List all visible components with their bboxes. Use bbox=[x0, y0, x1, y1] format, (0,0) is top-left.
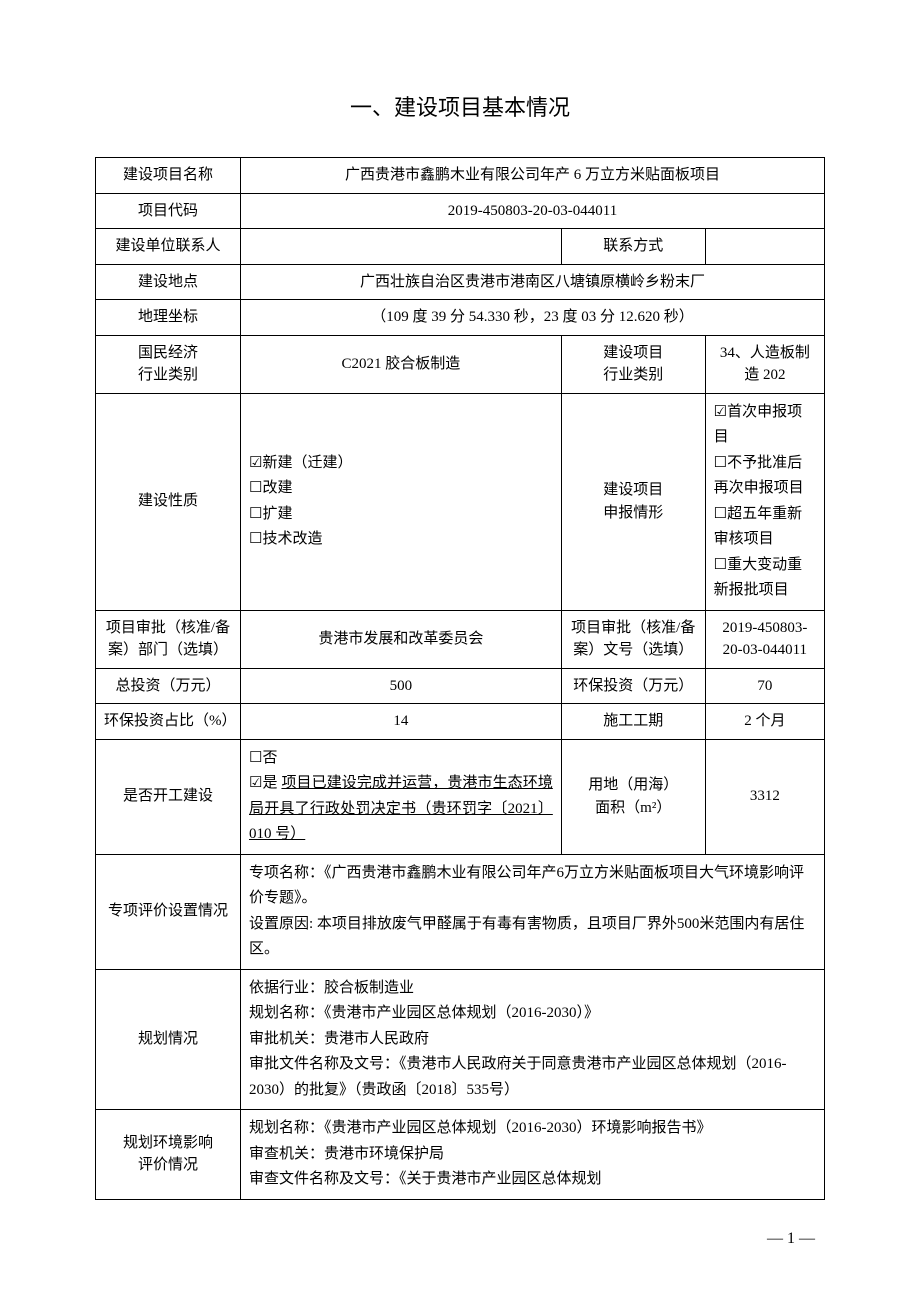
coords-value: （109 度 39 分 54.330 秒，23 度 03 分 12.620 秒） bbox=[241, 300, 825, 336]
plan-value: 依据行业：胶合板制造业 规划名称：《贵港市产业园区总体规划（2016-2030）… bbox=[241, 969, 825, 1110]
table-row: 建设项目名称 广西贵港市鑫鹏木业有限公司年产 6 万立方米贴面板项目 bbox=[96, 158, 825, 194]
started-label: 是否开工建设 bbox=[96, 739, 241, 854]
table-row: 地理坐标 （109 度 39 分 54.330 秒，23 度 03 分 12.6… bbox=[96, 300, 825, 336]
plan-env-value: 规划名称：《贵港市产业园区总体规划（2016-2030）环境影响报告书》 审查机… bbox=[241, 1110, 825, 1200]
econ-industry-value: C2021 胶合板制造 bbox=[241, 335, 562, 393]
checkbox-option: ☐扩建 bbox=[249, 502, 553, 528]
checkbox-option: ☐改建 bbox=[249, 476, 553, 502]
declare-label: 建设项目 申报情形 bbox=[561, 393, 705, 610]
table-row: 专项评价设置情况 专项名称：《广西贵港市鑫鹏木业有限公司年产6万立方米贴面板项目… bbox=[96, 854, 825, 969]
table-row: 项目审批（核准/备案）部门（选填） 贵港市发展和改革委员会 项目审批（核准/备案… bbox=[96, 610, 825, 668]
duration-value: 2 个月 bbox=[705, 704, 824, 740]
location-label: 建设地点 bbox=[96, 264, 241, 300]
contact-method-value bbox=[705, 229, 824, 265]
table-row: 国民经济 行业类别 C2021 胶合板制造 建设项目 行业类别 34、人造板制造… bbox=[96, 335, 825, 393]
checkbox-option: ☑首次申报项目 bbox=[714, 400, 816, 451]
special-value: 专项名称：《广西贵港市鑫鹏木业有限公司年产6万立方米贴面板项目大气环境影响评价专… bbox=[241, 854, 825, 969]
declare-checklist: ☑首次申报项目 ☐不予批准后再次申报项目 ☐超五年重新审核项目 ☐重大变动重新报… bbox=[705, 393, 824, 610]
checkbox-option: ☑新建（迁建） bbox=[249, 451, 553, 477]
total-invest-value: 500 bbox=[241, 668, 562, 704]
env-invest-label: 环保投资（万元） bbox=[561, 668, 705, 704]
table-row: 规划情况 依据行业：胶合板制造业 规划名称：《贵港市产业园区总体规划（2016-… bbox=[96, 969, 825, 1110]
build-nature-checklist: ☑新建（迁建） ☐改建 ☐扩建 ☐技术改造 bbox=[241, 393, 562, 610]
started-checklist: ☐否 ☑是 项目已建设完成并运营，贵港市生态环境局开具了行政处罚决定书（贵环罚字… bbox=[241, 739, 562, 854]
page-number: — 1 — bbox=[95, 1230, 825, 1248]
checkbox-option: ☐不予批准后再次申报项目 bbox=[714, 451, 816, 502]
checkbox-option: ☐技术改造 bbox=[249, 527, 553, 553]
env-ratio-label: 环保投资占比（%） bbox=[96, 704, 241, 740]
project-code-value: 2019-450803-20-03-044011 bbox=[241, 193, 825, 229]
total-invest-label: 总投资（万元） bbox=[96, 668, 241, 704]
approval-dept-label: 项目审批（核准/备案）部门（选填） bbox=[96, 610, 241, 668]
checkbox-option-no: ☐否 bbox=[249, 746, 553, 772]
env-ratio-value: 14 bbox=[241, 704, 562, 740]
proj-industry-label: 建设项目 行业类别 bbox=[561, 335, 705, 393]
project-code-label: 项目代码 bbox=[96, 193, 241, 229]
approval-dept-value: 贵港市发展和改革委员会 bbox=[241, 610, 562, 668]
land-value: 3312 bbox=[705, 739, 824, 854]
table-row: 环保投资占比（%） 14 施工工期 2 个月 bbox=[96, 704, 825, 740]
land-label: 用地（用海） 面积（m²） bbox=[561, 739, 705, 854]
yes-prefix: ☑是 bbox=[249, 775, 281, 791]
contact-method-label: 联系方式 bbox=[561, 229, 705, 265]
table-row: 是否开工建设 ☐否 ☑是 项目已建设完成并运营，贵港市生态环境局开具了行政处罚决… bbox=[96, 739, 825, 854]
approval-no-value: 2019-450803-20-03-044011 bbox=[705, 610, 824, 668]
table-row: 建设单位联系人 联系方式 bbox=[96, 229, 825, 265]
plan-label: 规划情况 bbox=[96, 969, 241, 1110]
contact-person-label: 建设单位联系人 bbox=[96, 229, 241, 265]
approval-no-label: 项目审批（核准/备案）文号（选填） bbox=[561, 610, 705, 668]
table-row: 规划环境影响 评价情况 规划名称：《贵港市产业园区总体规划（2016-2030）… bbox=[96, 1110, 825, 1200]
build-nature-label: 建设性质 bbox=[96, 393, 241, 610]
project-name-label: 建设项目名称 bbox=[96, 158, 241, 194]
contact-person-value bbox=[241, 229, 562, 265]
project-name-value: 广西贵港市鑫鹏木业有限公司年产 6 万立方米贴面板项目 bbox=[241, 158, 825, 194]
checkbox-option-yes: ☑是 项目已建设完成并运营，贵港市生态环境局开具了行政处罚决定书（贵环罚字〔20… bbox=[249, 771, 553, 848]
proj-industry-value: 34、人造板制造 202 bbox=[705, 335, 824, 393]
location-value: 广西壮族自治区贵港市港南区八塘镇原横岭乡粉末厂 bbox=[241, 264, 825, 300]
page-title: 一、建设项目基本情况 bbox=[95, 90, 825, 122]
checkbox-option: ☐重大变动重新报批项目 bbox=[714, 553, 816, 604]
coords-label: 地理坐标 bbox=[96, 300, 241, 336]
table-row: 建设性质 ☑新建（迁建） ☐改建 ☐扩建 ☐技术改造 建设项目 申报情形 ☑首次… bbox=[96, 393, 825, 610]
table-row: 建设地点 广西壮族自治区贵港市港南区八塘镇原横岭乡粉末厂 bbox=[96, 264, 825, 300]
table-row: 总投资（万元） 500 环保投资（万元） 70 bbox=[96, 668, 825, 704]
started-yes-text: 项目已建设完成并运营，贵港市生态环境局开具了行政处罚决定书（贵环罚字〔2021〕… bbox=[249, 775, 553, 842]
econ-industry-label: 国民经济 行业类别 bbox=[96, 335, 241, 393]
duration-label: 施工工期 bbox=[561, 704, 705, 740]
project-info-table: 建设项目名称 广西贵港市鑫鹏木业有限公司年产 6 万立方米贴面板项目 项目代码 … bbox=[95, 157, 825, 1200]
special-label: 专项评价设置情况 bbox=[96, 854, 241, 969]
checkbox-option: ☐超五年重新审核项目 bbox=[714, 502, 816, 553]
env-invest-value: 70 bbox=[705, 668, 824, 704]
table-row: 项目代码 2019-450803-20-03-044011 bbox=[96, 193, 825, 229]
plan-env-label: 规划环境影响 评价情况 bbox=[96, 1110, 241, 1200]
